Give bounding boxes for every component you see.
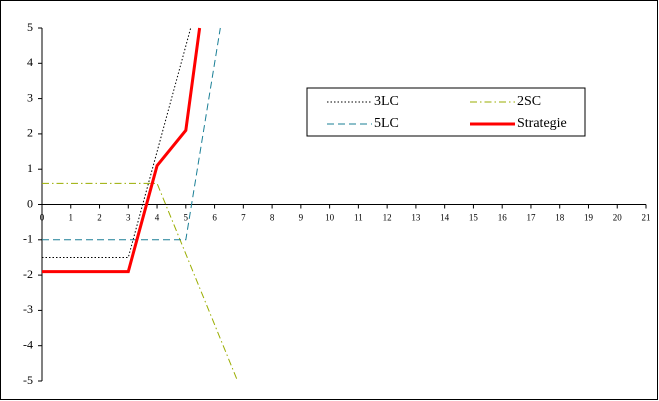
x-tick-label: 6 — [212, 213, 217, 223]
x-tick-label: 15 — [469, 213, 479, 223]
x-tick-label: 1 — [69, 213, 74, 223]
legend-label: 5LC — [374, 116, 399, 131]
y-tick-label: 1 — [27, 161, 33, 175]
x-tick-label: 2 — [97, 213, 102, 223]
x-tick-label: 20 — [613, 213, 623, 223]
y-tick-label: 4 — [27, 55, 33, 69]
legend-label: Strategie — [517, 116, 567, 131]
series-line — [42, 27, 192, 258]
y-tick-label: -5 — [23, 373, 33, 387]
x-tick-label: 7 — [241, 213, 246, 223]
x-tick-label: 21 — [642, 213, 651, 223]
x-tick-label: 14 — [440, 213, 450, 223]
y-tick-label: 5 — [27, 20, 33, 34]
x-tick-label: 16 — [498, 213, 508, 223]
y-tick-label: -2 — [23, 267, 33, 281]
y-tick-label: -3 — [23, 302, 33, 316]
x-tick-label: 8 — [270, 213, 275, 223]
x-tick-label: 0 — [40, 213, 45, 223]
x-tick-label: 10 — [325, 213, 335, 223]
x-tick-label: 11 — [354, 213, 363, 223]
legend-label: 2SC — [517, 94, 541, 109]
x-tick-label: 18 — [555, 213, 565, 223]
x-tick-label: 9 — [299, 213, 304, 223]
y-tick-label: -4 — [23, 337, 33, 351]
y-tick-label: -1 — [23, 232, 33, 246]
y-tick-label: 0 — [27, 196, 33, 210]
x-tick-label: 13 — [411, 213, 421, 223]
x-tick-label: 17 — [526, 213, 536, 223]
x-tick-label: 5 — [184, 213, 189, 223]
x-tick-label: 12 — [383, 213, 392, 223]
legend-label: 3LC — [374, 94, 399, 109]
y-tick-label: 2 — [27, 126, 33, 140]
x-tick-label: 4 — [155, 213, 160, 223]
legend-box — [306, 87, 586, 137]
x-tick-label: 19 — [584, 213, 594, 223]
series-line — [42, 27, 202, 274]
series-line — [42, 27, 221, 241]
y-tick-label: 3 — [27, 90, 33, 104]
x-tick-label: 3 — [126, 213, 131, 223]
series-line — [42, 182, 239, 382]
